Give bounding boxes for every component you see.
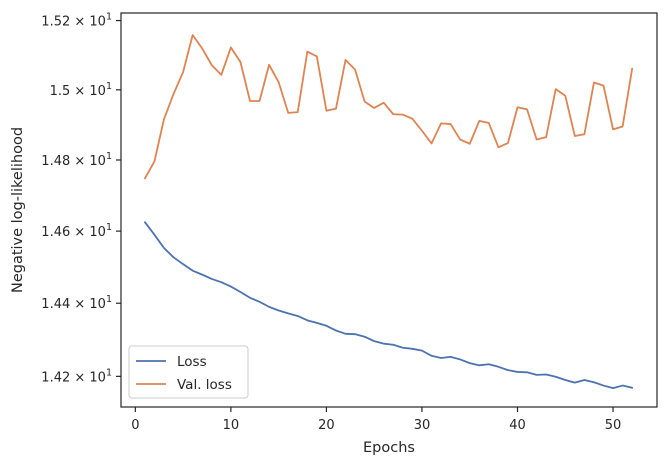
legend-box	[128, 345, 249, 399]
x-axis-label: Epochs	[363, 440, 415, 456]
y-axis-label: Negative log-likelihood	[10, 127, 26, 293]
legend: Loss Val. loss	[128, 345, 249, 399]
y-tick-label: 1.48 × 101	[41, 151, 112, 169]
plot-frame	[120, 12, 658, 408]
x-tick-label: 10	[223, 418, 240, 433]
x-tick-label: 0	[131, 418, 139, 433]
y-tick-label: 1.5 × 101	[50, 81, 112, 99]
y-axis: 1.52 × 101 1.5 × 101 1.48 × 101 1.46 × 101 1…	[41, 12, 121, 385]
legend-label-val-loss: Val. loss	[177, 377, 232, 393]
y-tick-label: 1.52 × 101	[41, 12, 112, 30]
series-layer	[143, 34, 634, 390]
legend-label-loss: Loss	[177, 354, 207, 370]
series-line-val-loss	[143, 34, 634, 180]
x-tick-label: 20	[318, 418, 335, 433]
y-tick-label: 1.46 × 101	[41, 222, 112, 240]
y-tick-label: 1.44 × 101	[41, 294, 112, 312]
x-tick-label: 40	[509, 418, 526, 433]
y-tick-label: 1.42 × 101	[41, 367, 112, 385]
x-tick-label: 30	[414, 418, 431, 433]
x-axis: 0 10 20 30 40 50	[131, 407, 621, 433]
x-tick-label: 50	[605, 418, 622, 433]
series-line-loss	[143, 221, 634, 390]
